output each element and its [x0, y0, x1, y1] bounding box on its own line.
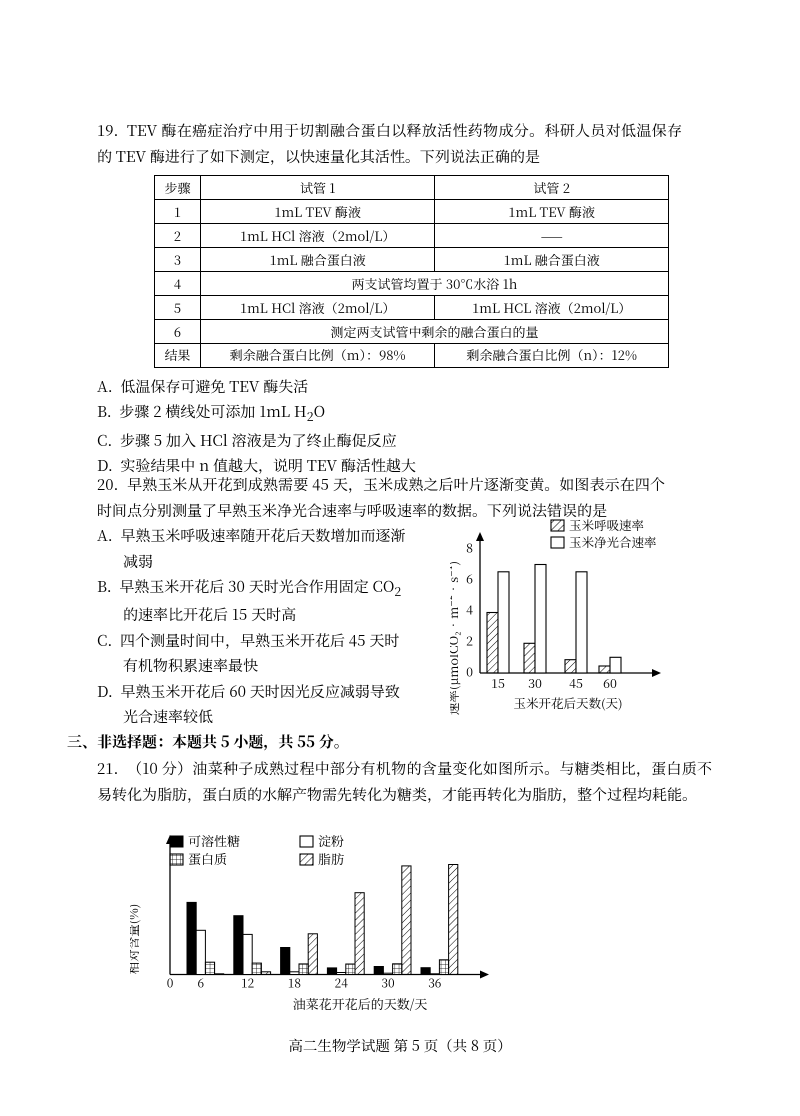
svg-text:2: 2 [466, 632, 473, 650]
svg-text:30: 30 [528, 674, 542, 692]
svg-text:蛋白质: 蛋白质 [188, 849, 227, 868]
svg-text:油菜花开花后的天数/天: 油菜花开花后的天数/天 [293, 994, 428, 1013]
svg-text:30: 30 [381, 975, 395, 992]
svg-text:45: 45 [569, 674, 583, 692]
svg-text:8: 8 [466, 539, 473, 557]
svg-text:12: 12 [241, 975, 255, 992]
svg-text:玉米开花后天数(天): 玉米开花后天数(天) [513, 694, 622, 712]
svg-text:速率(μmolCO₂•m⁻²•s⁻¹): 速率(μmolCO₂•m⁻²•s⁻¹) [450, 561, 462, 715]
svg-text:0: 0 [167, 975, 174, 992]
svg-text:0: 0 [466, 663, 473, 681]
svg-text:玉米呼吸速率: 玉米呼吸速率 [569, 518, 645, 534]
svg-text:18: 18 [288, 975, 301, 992]
svg-text:玉米净光合速率: 玉米净光合速率 [569, 533, 657, 551]
svg-text:淀粉: 淀粉 [318, 834, 344, 850]
svg-text:24: 24 [335, 975, 349, 992]
svg-text:6: 6 [197, 975, 204, 992]
svg-text:15: 15 [491, 674, 505, 692]
svg-text:可溶性糖: 可溶性糖 [188, 834, 240, 850]
svg-text:36: 36 [428, 975, 442, 992]
svg-text:4: 4 [466, 601, 473, 619]
svg-text:6: 6 [466, 570, 473, 588]
svg-text:脂肪: 脂肪 [318, 849, 345, 868]
svg-text:相对含量(%): 相对含量(%) [130, 904, 142, 975]
svg-text:60: 60 [603, 674, 617, 692]
